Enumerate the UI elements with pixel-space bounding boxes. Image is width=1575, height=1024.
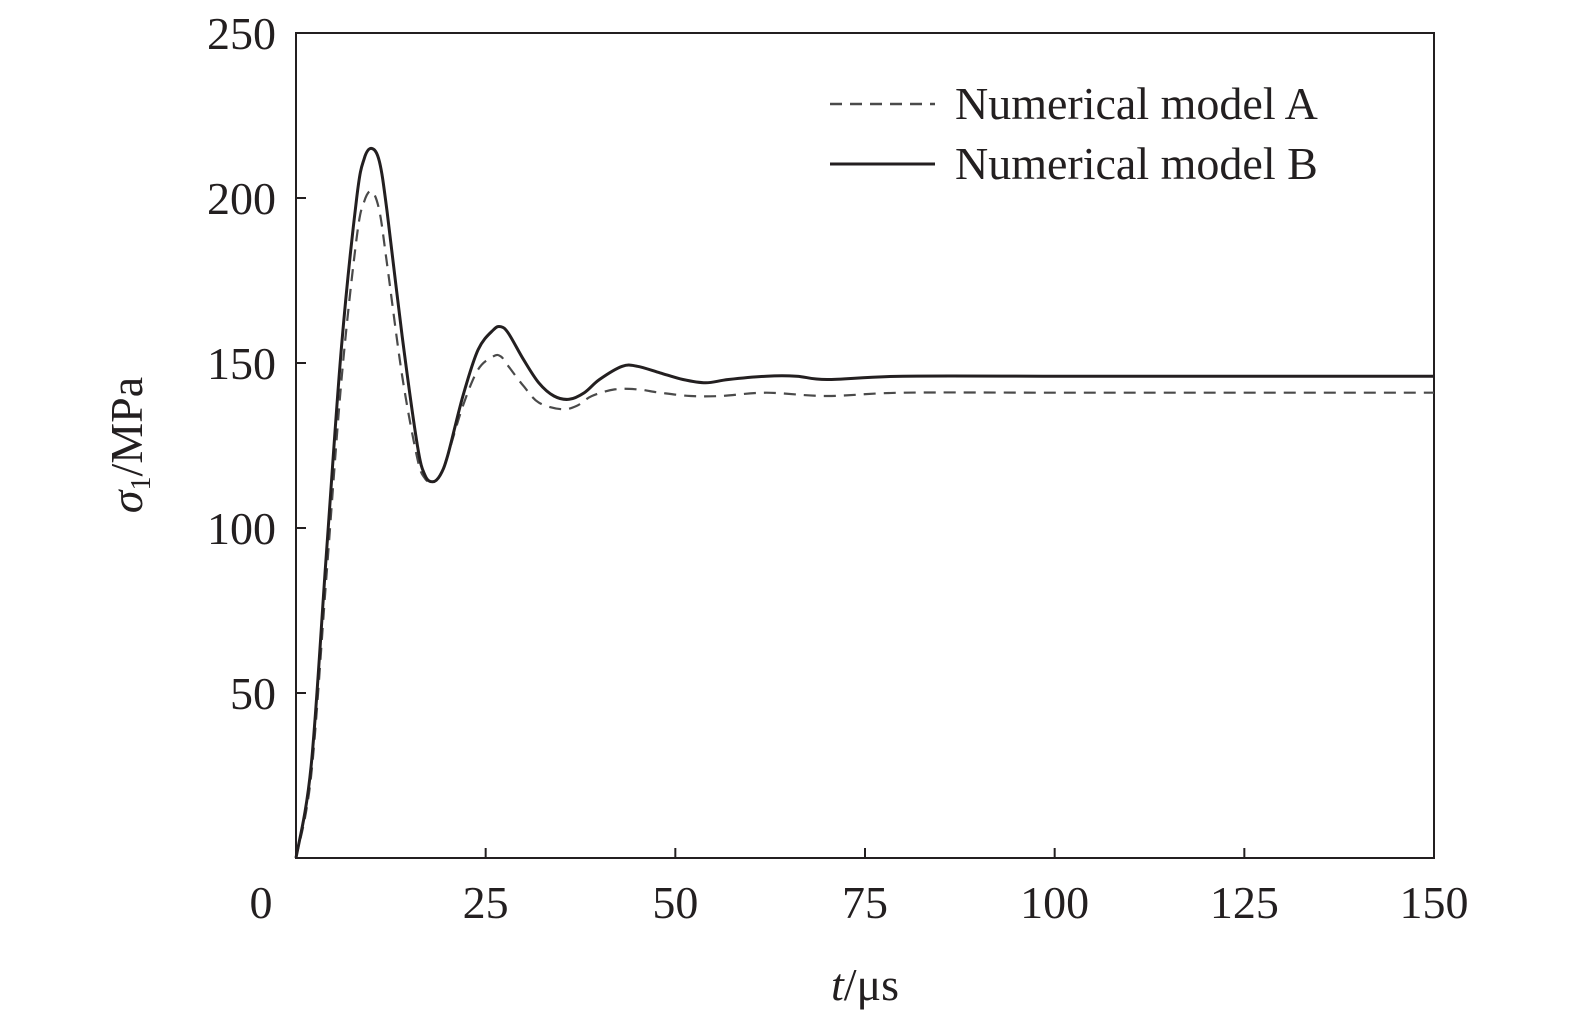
- y-axis-ticks: 50 100 150 200 250: [207, 8, 306, 719]
- y-tick-label: 100: [207, 503, 276, 554]
- x-tick-label: 100: [1020, 877, 1089, 928]
- series-layer: [294, 146, 1434, 859]
- y-tick-label: 250: [207, 8, 276, 59]
- x-tick-label: 0: [250, 877, 273, 928]
- y-tick-label: 150: [207, 338, 276, 389]
- x-tick-label: 125: [1210, 877, 1279, 928]
- legend: Numerical model A Numerical model B: [830, 78, 1318, 189]
- x-tick-label: 150: [1400, 877, 1469, 928]
- series-line-b: [294, 146, 1434, 859]
- legend-label-series-b: Numerical model B: [955, 138, 1318, 189]
- y-axis-label: σ1/MPa: [101, 377, 157, 513]
- x-axis-ticks: 0 25 50 75 100 125 150: [250, 848, 1469, 928]
- x-axis-label: t/μs: [831, 959, 899, 1010]
- x-tick-label: 50: [652, 877, 698, 928]
- y-tick-label: 50: [230, 668, 276, 719]
- x-tick-label: 75: [842, 877, 888, 928]
- x-tick-label: 25: [463, 877, 509, 928]
- y-tick-label: 200: [207, 173, 276, 224]
- series-line-a: [294, 189, 1434, 859]
- legend-label-series-a: Numerical model A: [955, 78, 1318, 129]
